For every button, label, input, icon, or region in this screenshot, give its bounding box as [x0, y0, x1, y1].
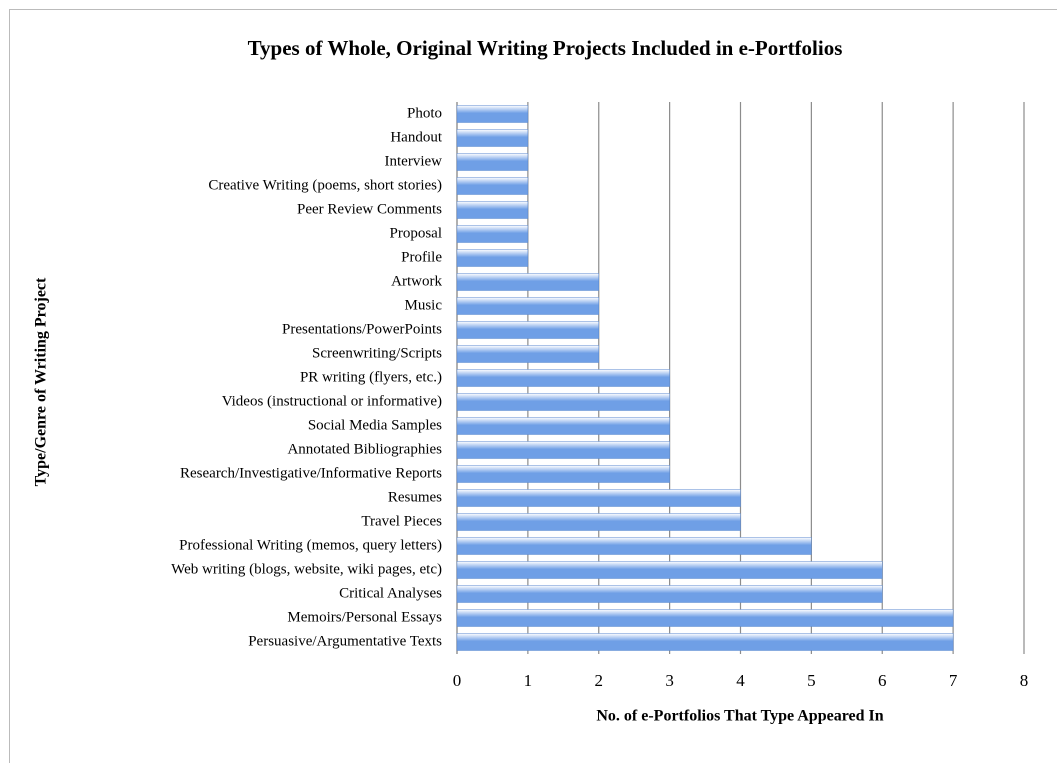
- y-tick-label: Web writing (blogs, website, wiki pages,…: [171, 561, 442, 577]
- bar: [457, 370, 670, 387]
- bar: [457, 274, 599, 291]
- y-tick-label: Profile: [401, 249, 442, 265]
- y-tick-label: Creative Writing (poems, short stories): [208, 177, 442, 193]
- bar: [457, 562, 882, 579]
- bar: [457, 202, 528, 219]
- bar: [457, 154, 528, 171]
- x-tick-label: 3: [665, 671, 674, 690]
- bar: [457, 514, 741, 531]
- y-tick-label: Travel Pieces: [361, 513, 442, 529]
- y-tick-label: Critical Analyses: [339, 585, 442, 601]
- y-axis-title: Type/Genre of Writing Project: [33, 277, 50, 486]
- x-tick-label: 4: [736, 671, 745, 690]
- y-tick-label: Music: [405, 297, 443, 313]
- bar: [457, 130, 528, 147]
- bar: [457, 466, 670, 483]
- y-tick-label: Resumes: [388, 489, 442, 505]
- y-tick-label: Persuasive/Argumentative Texts: [248, 633, 442, 649]
- y-tick-label: Proposal: [390, 225, 443, 241]
- y-tick-label: Presentations/PowerPoints: [282, 321, 442, 337]
- x-tick-label: 8: [1020, 671, 1029, 690]
- x-tick-label: 2: [595, 671, 604, 690]
- y-tick-label: Photo: [407, 105, 442, 121]
- y-tick-label: Social Media Samples: [308, 417, 442, 433]
- bar: [457, 298, 599, 315]
- y-tick-label: Research/Investigative/Informative Repor…: [180, 465, 442, 481]
- x-tick-label: 7: [949, 671, 958, 690]
- bar: [457, 610, 953, 627]
- y-tick-label: PR writing (flyers, etc.): [300, 369, 442, 385]
- x-axis-title: No. of e-Portfolios That Type Appeared I…: [596, 708, 883, 725]
- bar: [457, 418, 670, 435]
- y-tick-label: Annotated Bibliographies: [287, 441, 442, 457]
- bar: [457, 106, 528, 123]
- bar: [457, 346, 599, 363]
- x-tick-label: 1: [524, 671, 533, 690]
- y-tick-label: Memoirs/Personal Essays: [287, 609, 442, 625]
- bar: [457, 322, 599, 339]
- bar: [457, 394, 670, 411]
- y-tick-label: Handout: [390, 129, 442, 145]
- y-tick-label: Peer Review Comments: [297, 201, 442, 217]
- chart-title: Types of Whole, Original Writing Project…: [248, 36, 843, 60]
- y-tick-label: Screenwriting/Scripts: [312, 345, 442, 361]
- y-tick-label: Videos (instructional or informative): [222, 393, 442, 409]
- x-tick-label: 5: [807, 671, 816, 690]
- bar: [457, 226, 528, 243]
- x-tick-label: 0: [453, 671, 462, 690]
- bar: [457, 442, 670, 459]
- y-tick-label: Interview: [385, 153, 443, 169]
- y-tick-label: Professional Writing (memos, query lette…: [179, 537, 442, 553]
- bar: [457, 250, 528, 267]
- bar: [457, 178, 528, 195]
- bar: [457, 634, 953, 651]
- bar: [457, 586, 882, 603]
- bar: [457, 490, 741, 507]
- x-tick-label: 6: [878, 671, 887, 690]
- y-tick-label: Artwork: [391, 273, 442, 289]
- bar: [457, 538, 811, 555]
